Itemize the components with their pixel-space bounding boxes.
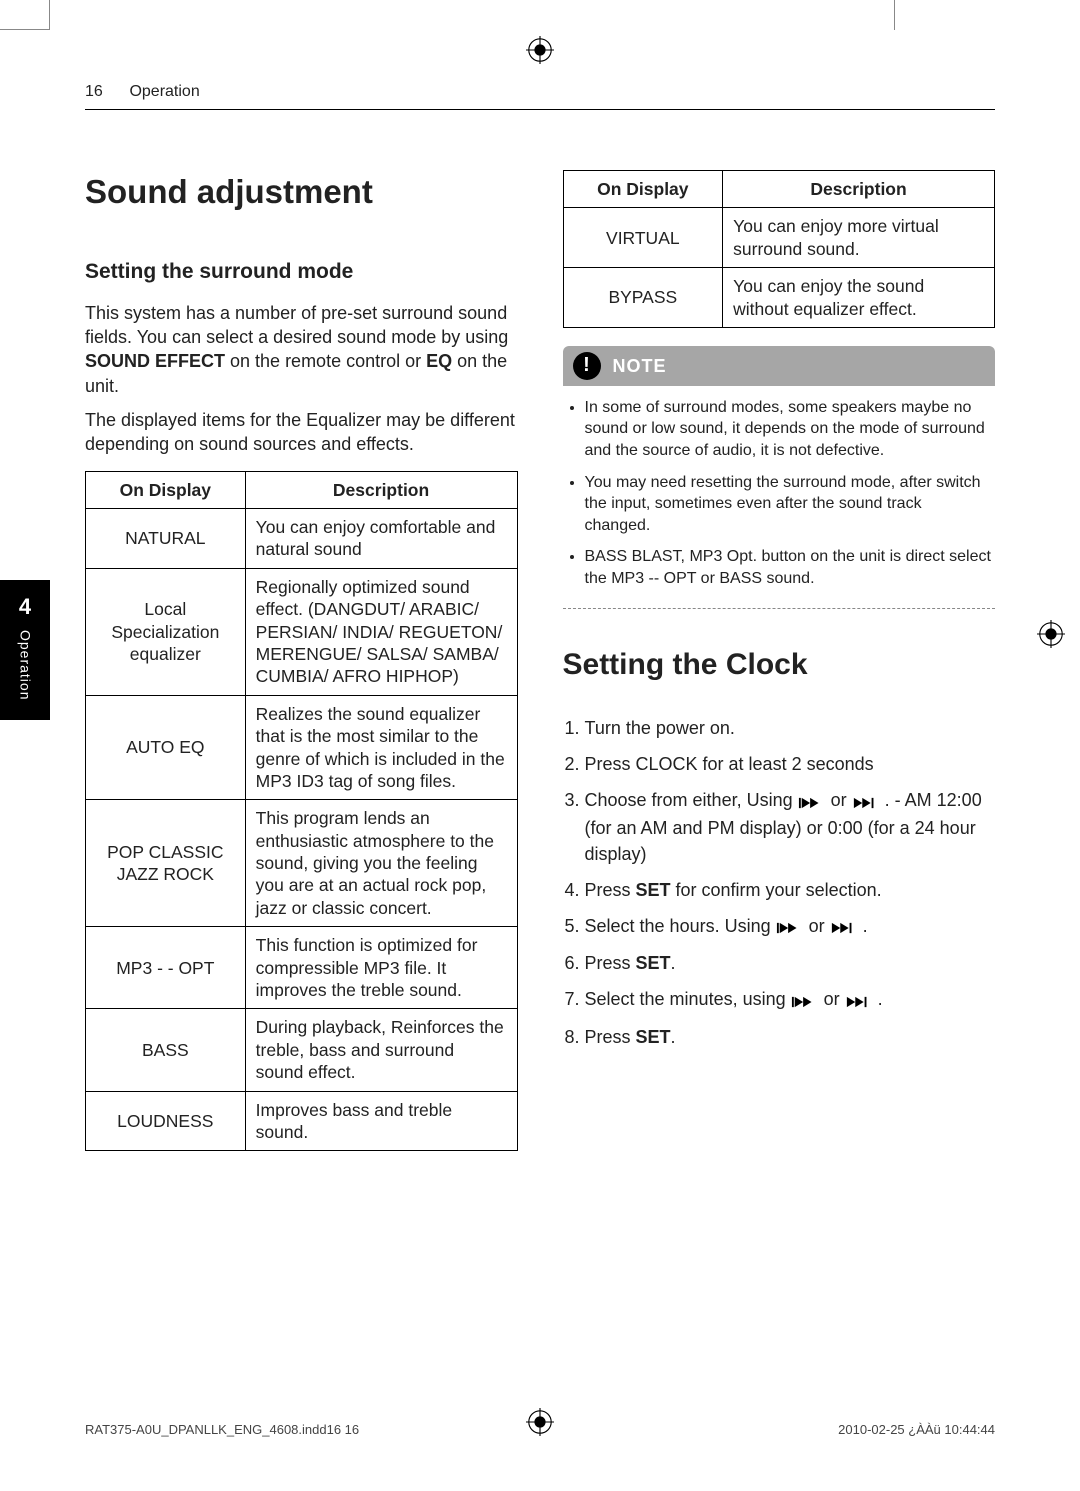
- heading-sound-adjustment: Sound adjustment: [85, 170, 518, 215]
- table-cell: NATURAL: [86, 509, 246, 569]
- table-cell: Improves bass and treble sound.: [245, 1091, 517, 1151]
- subheading-surround-mode: Setting the surround mode: [85, 258, 518, 286]
- step: Turn the power on.: [585, 715, 996, 741]
- table-cell: Realizes the sound equalizer that is the…: [245, 695, 517, 800]
- table-row: NATURALYou can enjoy comfortable and nat…: [86, 509, 518, 569]
- page-footer: RAT375-A0U_DPANLLK_ENG_4608.indd16 16 20…: [85, 1421, 995, 1439]
- left-column: Sound adjustment Setting the surround mo…: [85, 170, 518, 1151]
- text: Press: [585, 1027, 636, 1047]
- bold-text: SET: [636, 953, 671, 973]
- table-header-row: On Display Description: [86, 471, 518, 508]
- page-content: 16 Operation 4 Operation Sound adjustmen…: [85, 80, 995, 1381]
- text: Press: [585, 880, 636, 900]
- table-header: On Display: [563, 170, 723, 207]
- note-item: You may need resetting the surround mode…: [585, 472, 992, 537]
- bold-text: SET: [636, 1027, 671, 1047]
- crop-mark: [894, 0, 895, 30]
- bold-text: SOUND EFFECT: [85, 351, 225, 371]
- registration-mark-icon: [526, 36, 554, 71]
- table-cell: Local Specialization equalizer: [86, 568, 246, 695]
- side-tab-label: Operation: [16, 630, 35, 700]
- header-section: Operation: [129, 83, 199, 100]
- table-cell: VIRTUAL: [563, 208, 723, 268]
- text: on the remote control or: [225, 351, 426, 371]
- paragraph: This system has a number of pre-set surr…: [85, 301, 518, 398]
- table-row: AUTO EQRealizes the sound equalizer that…: [86, 695, 518, 800]
- table-row: MP3 - - OPTThis function is optimized fo…: [86, 927, 518, 1009]
- skip-next-icon: [852, 789, 880, 815]
- text: .: [863, 916, 868, 936]
- note-item: In some of surround modes, some speakers…: [585, 397, 992, 462]
- table-row: VIRTUALYou can enjoy more virtual surrou…: [563, 208, 995, 268]
- side-tab-number: 4: [19, 592, 31, 622]
- table-header-row: On Display Description: [563, 170, 995, 207]
- registration-mark-icon: [1037, 620, 1065, 655]
- crop-mark: [0, 0, 50, 30]
- text: for confirm your selection.: [671, 880, 882, 900]
- table-cell: BASS: [86, 1009, 246, 1091]
- page-header: 16 Operation: [85, 80, 995, 110]
- skip-previous-icon: [776, 914, 804, 940]
- text: .: [671, 1027, 676, 1047]
- equalizer-table-2: On Display Description VIRTUALYou can en…: [563, 170, 996, 328]
- step: Press SET.: [585, 1024, 996, 1050]
- page-number: 16: [85, 81, 125, 103]
- table-cell: This program lends an enthusiastic atmos…: [245, 800, 517, 927]
- step: Select the hours. Using or .: [585, 913, 996, 940]
- table-cell: POP CLASSIC JAZZ ROCK: [86, 800, 246, 927]
- text: Choose from either, Using: [585, 790, 798, 810]
- text: Select the hours. Using: [585, 916, 776, 936]
- table-row: Local Specialization equalizerRegionally…: [86, 568, 518, 695]
- note-header: ! NOTE: [563, 346, 996, 386]
- table-cell: AUTO EQ: [86, 695, 246, 800]
- bold-text: EQ: [426, 351, 452, 371]
- table-header: Description: [723, 170, 995, 207]
- text: .: [671, 953, 676, 973]
- table-cell: BYPASS: [563, 268, 723, 328]
- note-label: NOTE: [613, 354, 667, 378]
- table-cell: During playback, Reinforces the treble, …: [245, 1009, 517, 1091]
- table-cell: LOUDNESS: [86, 1091, 246, 1151]
- table-row: POP CLASSIC JAZZ ROCKThis program lends …: [86, 800, 518, 927]
- step: Press SET for confirm your selection.: [585, 877, 996, 903]
- text: Press: [585, 953, 636, 973]
- table-row: LOUDNESSImproves bass and treble sound.: [86, 1091, 518, 1151]
- table-header: Description: [245, 471, 517, 508]
- note-item: BASS BLAST, MP3 Opt. button on the unit …: [585, 546, 992, 589]
- skip-next-icon: [845, 988, 873, 1014]
- table-header: On Display: [86, 471, 246, 508]
- note-icon: !: [573, 352, 601, 380]
- footer-filename: RAT375-A0U_DPANLLK_ENG_4608.indd16 16: [85, 1421, 359, 1439]
- right-column: On Display Description VIRTUALYou can en…: [563, 170, 996, 1151]
- text: or: [824, 989, 845, 1009]
- bold-text: SET: [636, 880, 671, 900]
- skip-previous-icon: [798, 789, 826, 815]
- table-cell: MP3 - - OPT: [86, 927, 246, 1009]
- equalizer-table-1: On Display Description NATURALYou can en…: [85, 471, 518, 1152]
- paragraph: The displayed items for the Equalizer ma…: [85, 408, 518, 457]
- footer-timestamp: 2010-02-25 ¿ÀÀü 10:44:44: [838, 1421, 995, 1439]
- side-tab: 4 Operation: [0, 580, 50, 720]
- table-cell: You can enjoy comfortable and natural so…: [245, 509, 517, 569]
- step: Choose from either, Using or . - AM 12:0…: [585, 787, 996, 866]
- text: .: [878, 989, 883, 1009]
- skip-next-icon: [830, 914, 858, 940]
- clock-steps: Turn the power on. Press CLOCK for at le…: [563, 715, 996, 1050]
- table-row: BYPASSYou can enjoy the sound without eq…: [563, 268, 995, 328]
- heading-setting-clock: Setting the Clock: [563, 645, 996, 686]
- table-cell: This function is optimized for compressi…: [245, 927, 517, 1009]
- table-row: BASSDuring playback, Reinforces the treb…: [86, 1009, 518, 1091]
- text: Select the minutes, using: [585, 989, 791, 1009]
- skip-previous-icon: [791, 988, 819, 1014]
- text: or: [809, 916, 830, 936]
- table-cell: You can enjoy the sound without equalize…: [723, 268, 995, 328]
- step: Press CLOCK for at least 2 seconds: [585, 751, 996, 777]
- step: Select the minutes, using or .: [585, 986, 996, 1013]
- text: or: [831, 790, 852, 810]
- step: Press SET.: [585, 950, 996, 976]
- table-cell: Regionally optimized sound effect. (DANG…: [245, 568, 517, 695]
- table-cell: You can enjoy more virtual surround soun…: [723, 208, 995, 268]
- note-body: In some of surround modes, some speakers…: [563, 386, 996, 609]
- text: This system has a number of pre-set surr…: [85, 303, 508, 347]
